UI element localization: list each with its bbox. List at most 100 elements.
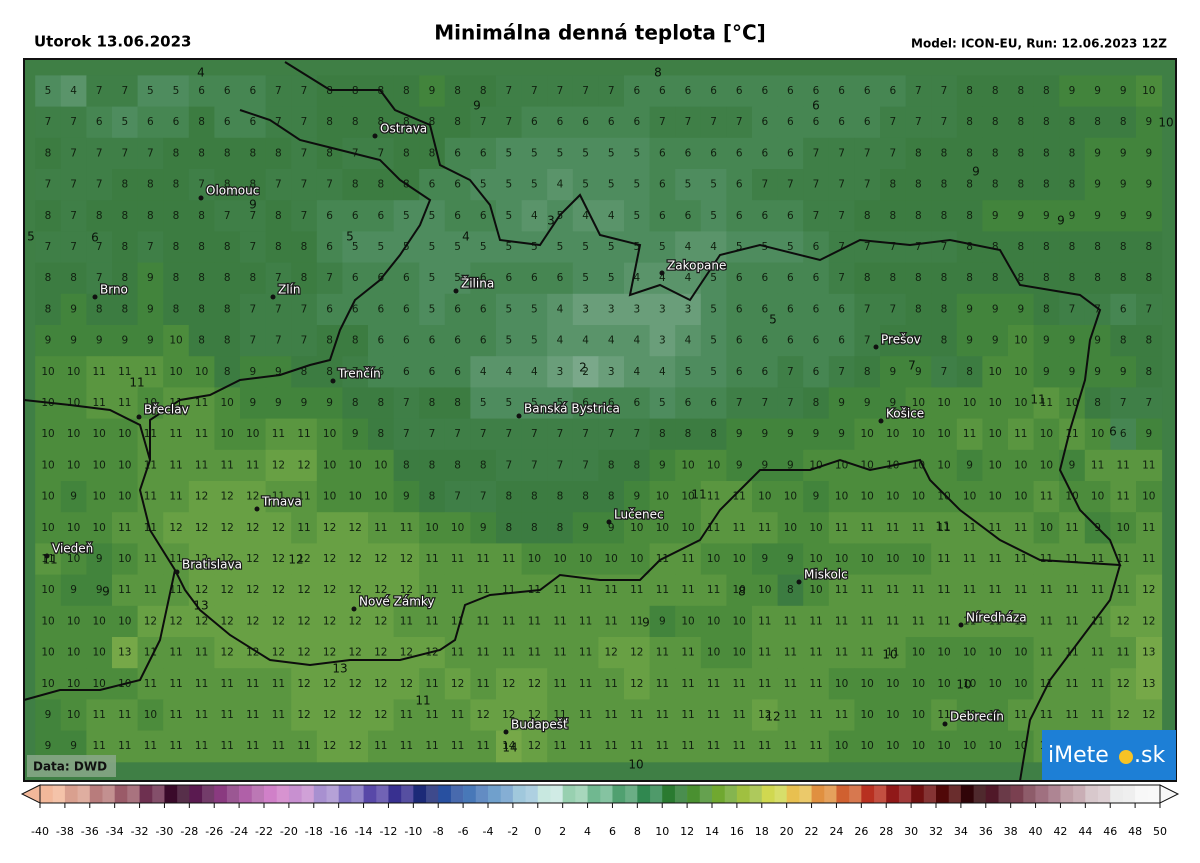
temp-cell [624, 387, 651, 420]
temp-value: 11 [861, 647, 874, 659]
temp-cell [35, 231, 62, 264]
temp-value: 10 [963, 740, 976, 752]
temp-value: 10 [1117, 522, 1130, 534]
temp-cell [163, 449, 190, 482]
temp-cell [982, 169, 1009, 201]
temp-value: 6 [761, 116, 768, 128]
temp-value: 10 [41, 615, 54, 627]
temp-cell [35, 325, 62, 357]
temp-cell [163, 668, 190, 700]
temp-cell [342, 605, 369, 638]
temp-cell [803, 605, 830, 638]
temp-value: 5 [710, 210, 717, 222]
temp-cell [1059, 543, 1086, 576]
temp-value: 8 [1094, 397, 1101, 409]
colorbar-tick-label: -10 [404, 825, 422, 838]
temp-value: 10 [937, 459, 950, 471]
temp-value: 8 [45, 147, 52, 159]
temp-value: 9 [1145, 147, 1152, 159]
temp-cell [60, 75, 87, 108]
temp-cell [624, 75, 651, 108]
temp-cell [240, 543, 267, 576]
temp-cell [137, 200, 164, 232]
temp-value: 8 [429, 491, 436, 503]
temp-value: 10 [67, 647, 80, 659]
isoline-label: 5 [346, 230, 354, 244]
colorbar-segment [1023, 785, 1036, 803]
temp-value: 10 [912, 678, 925, 690]
temp-cell [1033, 75, 1060, 108]
colorbar-segment [77, 785, 91, 803]
temp-value: 11 [605, 678, 618, 690]
colorbar-tick-label: 10 [655, 825, 669, 838]
colorbar-segment [1097, 785, 1111, 803]
colorbar-tick-label: 32 [929, 825, 943, 838]
temp-cell [880, 231, 907, 264]
temp-value: 8 [326, 335, 333, 347]
temp-value: 11 [1091, 459, 1104, 471]
temp-cell [624, 106, 651, 139]
temp-cell [1084, 356, 1111, 388]
temp-value: 12 [246, 584, 259, 596]
temp-cell [265, 543, 292, 576]
temp-value: 8 [70, 272, 77, 284]
colorbar-segment [239, 785, 252, 803]
temp-value: 11 [656, 740, 669, 752]
temp-cell [521, 137, 548, 170]
temp-value: 10 [67, 678, 80, 690]
temp-cell [854, 387, 881, 420]
temp-value: 6 [429, 366, 436, 378]
temp-cell [86, 574, 113, 607]
temp-cell [803, 512, 830, 544]
temp-value: 6 [838, 85, 845, 97]
colorbar-segment [52, 785, 66, 803]
city-label: Olomouc [206, 184, 259, 198]
temp-cell [444, 262, 471, 295]
colorbar-segment [674, 785, 688, 803]
temp-value: 7 [915, 116, 922, 128]
temp-value: 5 [557, 241, 564, 253]
temp-cell [1110, 605, 1137, 638]
temp-value: 8 [582, 491, 589, 503]
temp-value: 10 [528, 553, 541, 565]
temp-cell [803, 481, 830, 513]
temp-value: 8 [454, 459, 461, 471]
temp-value: 7 [838, 147, 845, 159]
temp-value: 10 [93, 647, 106, 659]
temp-value: 11 [144, 366, 157, 378]
temp-cell [828, 481, 855, 513]
temp-cell [112, 75, 139, 108]
temp-cell [700, 449, 727, 482]
temp-value: 8 [224, 272, 231, 284]
temp-value: 10 [1040, 428, 1053, 440]
temp-value: 8 [1069, 179, 1076, 191]
temp-cell [598, 418, 625, 451]
temp-value: 8 [1120, 335, 1127, 347]
temp-cell [598, 293, 625, 326]
temp-cell [316, 169, 343, 201]
temp-value: 10 [861, 709, 874, 721]
temp-value: 5 [505, 241, 512, 253]
temp-value: 13 [118, 647, 131, 659]
temp-value: 7 [813, 210, 820, 222]
temp-cell [291, 106, 318, 139]
temp-cell [700, 637, 727, 669]
temp-value: 11 [912, 615, 925, 627]
city-dot [136, 414, 142, 420]
temp-cell [572, 449, 599, 482]
temp-value: 9 [838, 428, 845, 440]
temp-cell [982, 574, 1009, 607]
temp-cell [444, 387, 471, 420]
temp-cell [905, 106, 932, 139]
temp-value: 7 [403, 397, 410, 409]
temp-cell [547, 137, 574, 170]
temp-cell [86, 637, 113, 669]
temp-value: 10 [41, 428, 54, 440]
temp-value: 10 [861, 553, 874, 565]
temp-value: 8 [992, 241, 999, 253]
city-label: Miskolc [804, 568, 848, 582]
temp-value: 7 [941, 85, 948, 97]
colorbar-tick-label: 22 [805, 825, 819, 838]
temp-value: 7 [864, 241, 871, 253]
temp-cell [956, 325, 983, 357]
